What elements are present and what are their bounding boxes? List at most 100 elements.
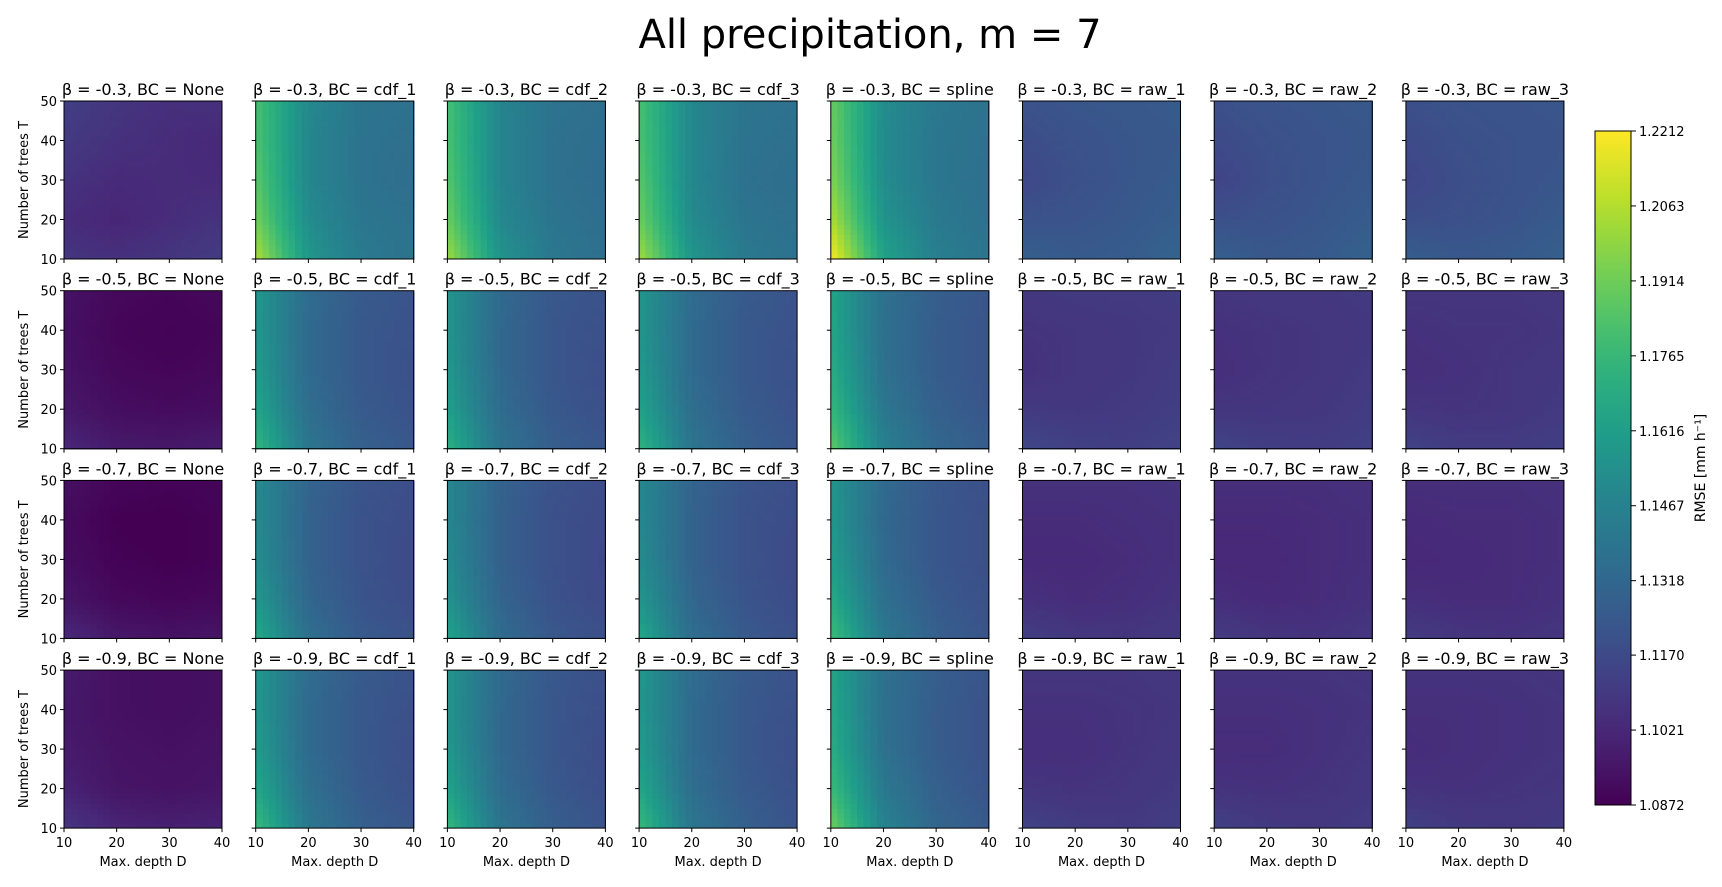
heatmap-cell [1049,200,1056,206]
heatmap-cell [308,195,315,201]
heatmap-cell [646,165,653,171]
heatmap-cell [639,121,646,127]
heatmap-cell [315,150,322,156]
heatmap-cell [1055,126,1062,132]
heatmap-cell [401,200,408,206]
heatmap-cell [533,190,540,196]
heatmap-cell [1128,106,1135,112]
heatmap-cell [639,180,646,186]
heatmap-cell [1069,220,1076,226]
heatmap-cell [1108,141,1115,147]
heatmap-cell [189,220,196,226]
heatmap-cell [269,229,276,235]
heatmap-cell [189,145,196,151]
heatmap-cell [777,229,784,235]
heatmap-cell [903,205,910,211]
heatmap-cell [943,165,950,171]
heatmap-cell [764,111,771,117]
heatmap-cell [1154,150,1161,156]
heatmap-cell [150,234,157,240]
heatmap-cell [335,185,342,191]
heatmap-cell [1167,229,1174,235]
heatmap-cell [738,210,745,216]
heatmap-cell [731,210,738,216]
heatmap-cell [897,195,904,201]
heatmap-cell [289,121,296,127]
heatmap-cell [1055,155,1062,161]
heatmap-cell [758,126,765,132]
heatmap-cell [1280,224,1287,230]
heatmap-cell [513,165,520,171]
heatmap-cell [1115,200,1122,206]
heatmap-cell [962,101,969,107]
heatmap-cell [857,244,864,250]
heatmap-cell [64,180,71,186]
heatmap-cell [500,229,507,235]
heatmap-cell [679,239,686,245]
heatmap-cell [454,249,461,255]
heatmap-cell [553,220,560,226]
heatmap-cell [1082,195,1089,201]
heatmap-cell [1121,155,1128,161]
heatmap-cell [256,136,263,142]
heatmap-cell [308,121,315,127]
heatmap-cell [143,185,150,191]
heatmap-cell [262,239,269,245]
heatmap-cell [1333,205,1340,211]
heatmap-cell [572,111,579,117]
heatmap-cell [341,170,348,176]
heatmap-cell [381,106,388,112]
heatmap-cell [738,180,745,186]
heatmap-cell [1029,210,1036,216]
heatmap-cell [540,195,547,201]
heatmap-cell [335,106,342,112]
heatmap-cell [777,131,784,137]
heatmap-cell [507,215,514,221]
heatmap-cell [474,190,481,196]
heatmap-cell [1346,229,1353,235]
heatmap-cell [1128,229,1135,235]
heatmap-cell [209,155,216,161]
heatmap-cell [1287,224,1294,230]
heatmap-cell [665,239,672,245]
heatmap-cell [851,111,858,117]
heatmap-cell [487,165,494,171]
heatmap-cell [480,150,487,156]
heatmap-cell [256,239,263,245]
heatmap-cell [962,200,969,206]
heatmap-cell [209,210,216,216]
heatmap-cell [341,111,348,117]
heatmap-cell [566,165,573,171]
heatmap-cell [493,249,500,255]
heatmap-cell [930,180,937,186]
heatmap-cell [1234,200,1241,206]
heatmap-cell [256,106,263,112]
heatmap-cell [844,229,851,235]
heatmap-cell [163,106,170,112]
heatmap-cell [1042,141,1049,147]
heatmap-cell [718,136,725,142]
heatmap-cell [857,165,864,171]
heatmap-cell [315,234,322,240]
heatmap-cell [566,195,573,201]
panel-beta-0.3-bc-cdf_1: β = -0.3, BC = cdf_1 [252,80,417,263]
heatmap-cell [183,170,190,176]
heatmap-cell [533,234,540,240]
heatmap-cell [1339,239,1346,245]
heatmap-cell [1161,200,1168,206]
heatmap-cell [592,101,599,107]
heatmap-cell [328,185,335,191]
heatmap-cell [467,220,474,226]
heatmap-cell [949,106,956,112]
heatmap-cell [1062,150,1069,156]
heatmap-cell [910,244,917,250]
heatmap-cell [916,215,923,221]
heatmap-cell [1267,224,1274,230]
heatmap-cell [202,244,209,250]
heatmap-cell [1141,106,1148,112]
heatmap-cell [328,205,335,211]
heatmap-cell [143,234,150,240]
heatmap-cell [269,249,276,255]
heatmap-cell [870,145,877,151]
heatmap-cell [1128,145,1135,151]
